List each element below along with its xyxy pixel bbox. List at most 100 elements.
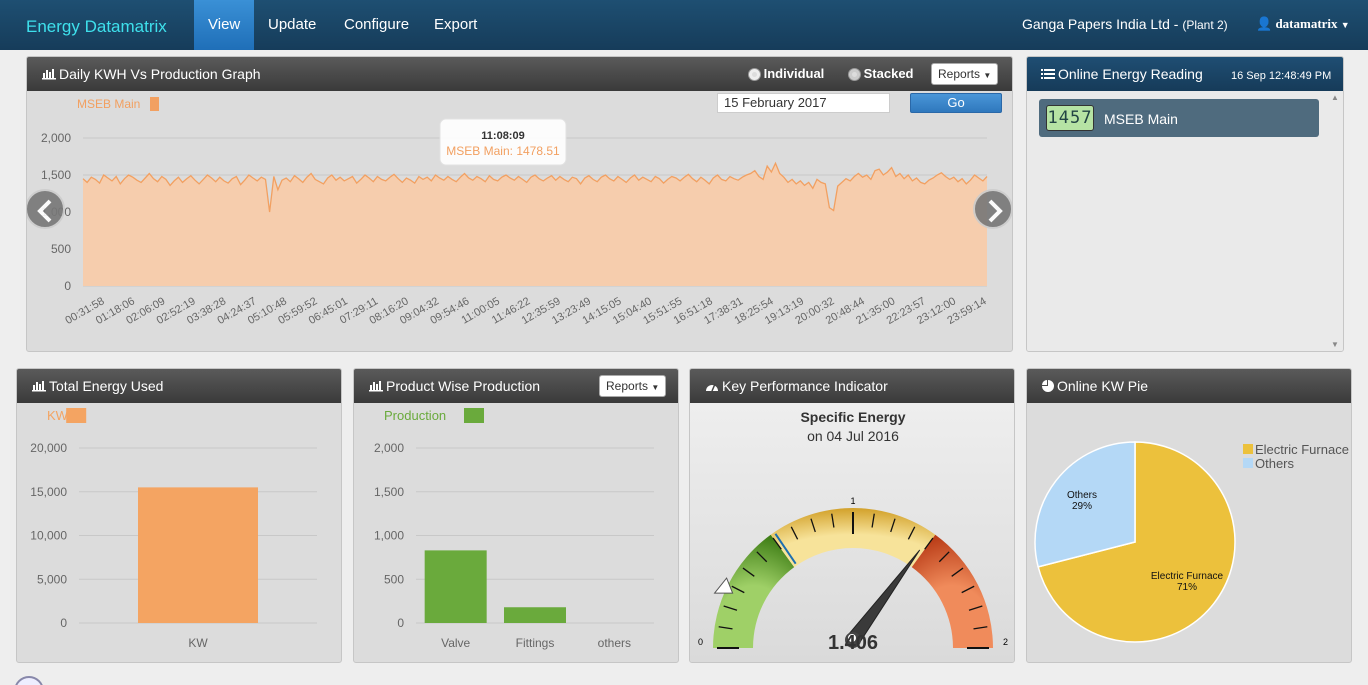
gauge-marker [713,577,734,594]
kpi-panel: Key Performance Indicator Specific Energ… [689,368,1015,663]
daily-kwh-panel: Daily KWH Vs Production Graph Individual… [26,56,1013,352]
radio-individual-label: Individual [763,66,825,81]
next-arrow-button[interactable] [973,189,1012,229]
bar [424,550,487,623]
gauge-tick [718,626,733,630]
radio-stacked-dot[interactable] [849,69,860,81]
nav-update[interactable]: Update [268,16,317,33]
scrollbar[interactable]: ▲ ▼ [1329,93,1341,349]
gauge-tick [951,567,964,577]
gauge-tick [871,513,875,528]
user-menu[interactable]: 👤 datamatrix ▼ [1256,16,1350,32]
bar-chart-icon [42,58,56,92]
online-energy-panel: Online Energy Reading 16 Sep 12:48:49 PM… [1026,56,1344,352]
pie-slice-label: Others [1067,490,1097,501]
chart-legend[interactable]: MSEB Main [77,97,159,111]
kpi-gauge: 0 1 2 [698,496,1008,649]
gauge-tick [890,518,896,533]
brand-logo[interactable]: Energy Datamatrix [26,17,167,36]
kw-pie-title: Online KW Pie [1057,378,1149,394]
radio-individual[interactable]: Individual [749,66,824,81]
product-reports-label: Reports [606,379,649,393]
date-input[interactable]: 15 February 2017 [717,93,890,113]
product-reports-button[interactable]: Reports ▼ [599,375,667,397]
gauge-mid-label: 1 [850,496,855,506]
bar [504,607,566,623]
gauge-needle [846,549,921,645]
bar-chart-icon [32,370,46,404]
radio-stacked[interactable]: Stacked [849,66,914,81]
scroll-up-icon[interactable]: ▲ [1331,93,1339,102]
kpi-heading: Specific Energy [800,409,906,425]
total-energy-panel: Total Energy Used 0 5,000 10,000 15,000 20,0… [16,368,342,663]
user-name: datamatrix [1275,16,1338,31]
kw-pie-header: Online KW Pie [1027,369,1351,403]
list-icon [1041,58,1055,92]
y-tick-label: 1,500 [374,485,404,499]
y-tick-label: 5,000 [37,572,67,586]
meter-card[interactable]: 1457 MSEB Main [1039,99,1319,137]
bar [138,487,258,623]
y-tick-label: 0 [60,616,67,630]
gauge-tick [810,518,816,533]
y-tick-label: 500 [51,242,71,256]
chevron-right-icon [988,199,1003,223]
pie-legend-item[interactable]: Others [1243,456,1295,471]
gauge-band-low [713,534,795,648]
y-tick-label: 0 [64,279,71,293]
company-name: Ganga Papers India Ltd - (Plant 2) [1022,16,1228,32]
product-production-title: Product Wise Production [386,378,541,394]
navbar: Energy Datamatrix View Update Configure … [0,0,1368,50]
gauge-tick [742,567,755,577]
area-series-line [82,161,988,213]
caret-down-icon: ▼ [1340,20,1350,30]
chart-legend[interactable]: KW [47,408,87,423]
kpi-title: Key Performance Indicator [722,378,888,394]
online-energy-body: 1457 MSEB Main ▲ ▼ [1027,91,1343,351]
online-energy-header: Online Energy Reading 16 Sep 12:48:49 PM [1027,57,1343,91]
legend-swatch [1243,458,1253,468]
y-tick-label: 2,000 [41,131,71,145]
x-tick-label: others [598,636,631,650]
chart-tooltip: 11:08:09 MSEB Main: 1478.51 [439,118,567,166]
nav-export[interactable]: Export [434,16,478,33]
prev-arrow-button[interactable] [27,189,65,229]
gauge-tick [756,551,768,563]
gauge-min-label: 0 [698,637,703,647]
caret-down-icon: ▼ [651,383,660,392]
go-button[interactable]: Go [910,93,1002,113]
nav-configure[interactable]: Configure [344,16,410,33]
x-tick-label: KW [188,636,208,650]
y-tick-label: 10,000 [30,529,67,543]
legend-swatch [1243,444,1253,454]
pie-chart-icon [1042,370,1054,404]
daily-reports-label: Reports [938,67,981,81]
meter-name: MSEB Main [1104,111,1178,127]
gauge-tick [961,585,975,594]
daily-reports-button[interactable]: Reports ▼ [931,63,999,85]
daily-kwh-header: Daily KWH Vs Production Graph [27,57,1012,91]
product-production-chart: 0 500 1,000 1,500 2,000 Production Valve Fittin… [374,408,654,650]
gauge-needle-hub-shine [848,634,856,642]
chart-legend[interactable]: Production [384,408,484,423]
pie-slice [1034,441,1136,568]
legend-label: MSEB Main [77,97,140,111]
total-energy-header: Total Energy Used [17,369,341,403]
plant-label: (Plant 2) [1182,18,1228,32]
radio-individual-dot[interactable] [749,69,760,81]
legend-swatch [464,408,484,423]
chevron-left-icon [37,199,52,223]
y-tick-label: 1,000 [374,529,404,543]
kw-pie-panel: Online KW Pie Electric Furnace 71% Others 2… [1026,368,1352,663]
nav-view[interactable]: View [194,0,254,50]
scroll-down-icon[interactable]: ▼ [1331,340,1339,349]
kpi-body: Specific Energy on 04 Jul 2016 0 1 2 1.406 [690,403,1014,662]
company-label: Ganga Papers India Ltd - [1022,16,1183,32]
pie-slice-label: Electric Furnace [1151,571,1224,582]
pie-slice-percent: 29% [1072,501,1092,512]
pie-legend-item[interactable]: Electric Furnace [1243,442,1349,457]
gauge-tick [772,537,782,550]
gauge-tick [938,551,950,563]
